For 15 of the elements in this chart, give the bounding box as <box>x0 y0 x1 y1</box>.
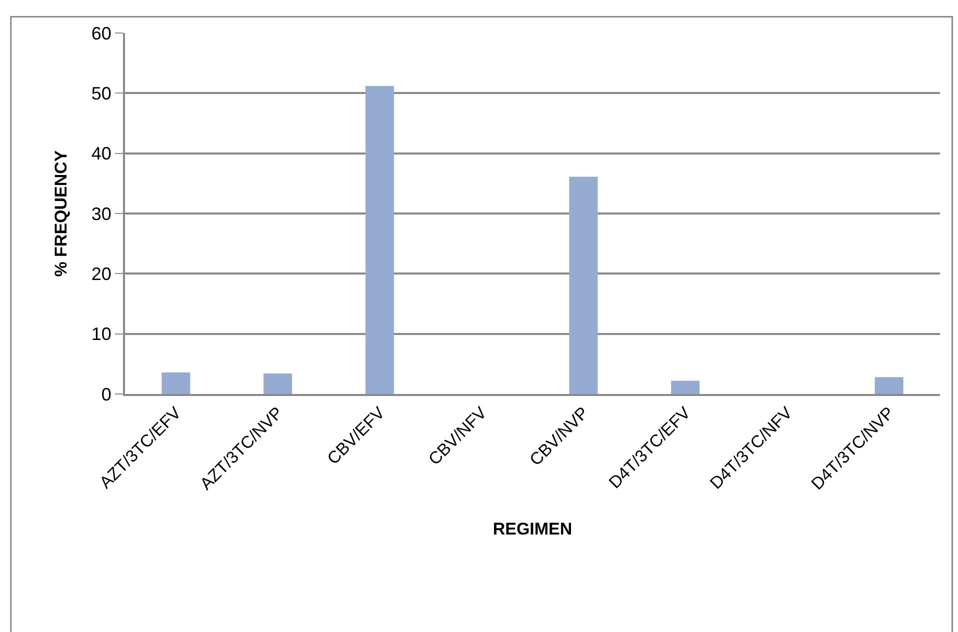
y-axis-title: % FREQUENCY <box>51 150 70 277</box>
x-axis-title: REGIMEN <box>492 519 572 538</box>
y-tick-label: 50 <box>91 83 112 104</box>
bar <box>365 86 394 394</box>
bar <box>671 380 700 394</box>
y-tick-label: 10 <box>91 324 112 344</box>
bar <box>874 377 904 394</box>
bar <box>264 374 292 394</box>
y-tick-label: 40 <box>91 144 112 164</box>
bar <box>569 176 598 394</box>
bar <box>162 372 190 394</box>
y-tick-label: 20 <box>91 264 112 284</box>
y-tick-label: 0 <box>101 384 112 404</box>
y-tick-label: 30 <box>91 204 112 224</box>
y-tick-label: 60 <box>91 23 112 44</box>
